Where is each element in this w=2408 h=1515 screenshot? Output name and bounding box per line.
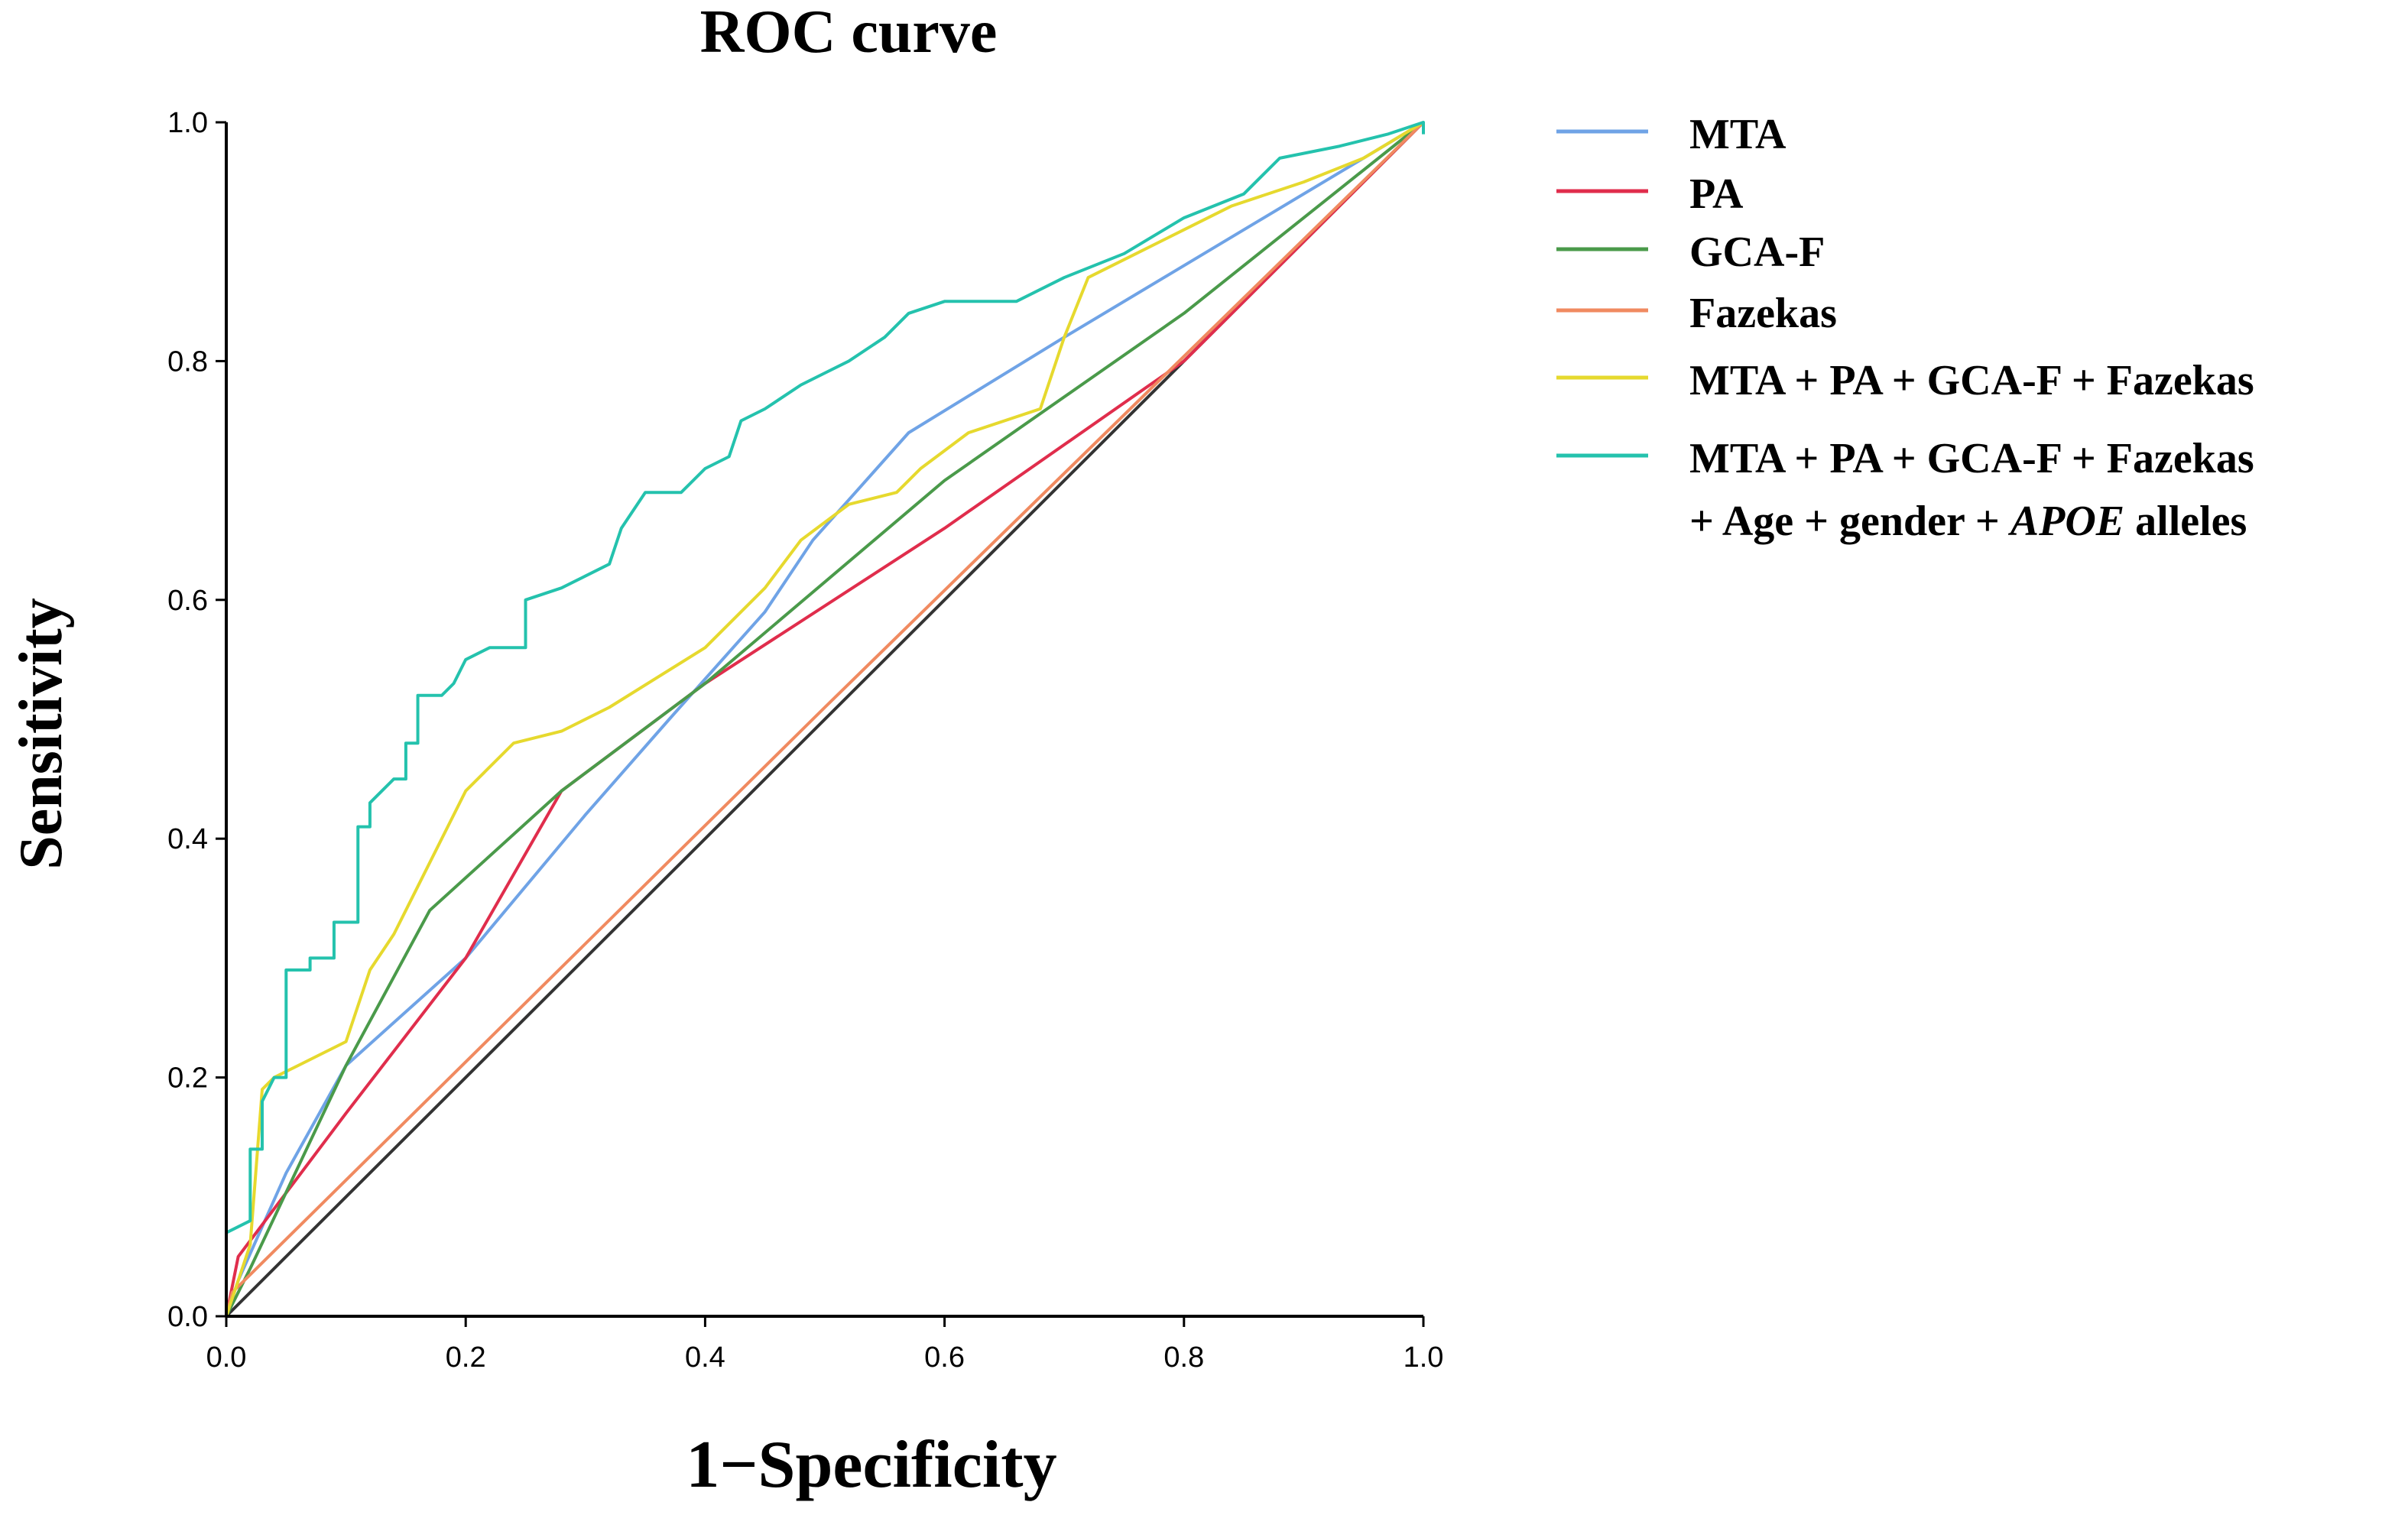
- x-tick-label: 1.0: [1404, 1341, 1444, 1374]
- y-tick-label: 0.0: [167, 1301, 208, 1333]
- legend-label-6-line-2: + Age + gender + APOE alleles: [1689, 498, 2247, 545]
- legend: MTA PA GCA-F Fazekas MTA + PA + GCA-F + Faze…: [1556, 111, 2254, 545]
- legend-label-3-line-1: GCA-F: [1689, 229, 1825, 276]
- legend-label-6-line-1: MTA + PA + GCA-F + Fazekas: [1689, 435, 2254, 482]
- legend-label-1-line-1: MTA: [1689, 111, 1787, 158]
- y-axis-label: Sensitivity: [8, 598, 75, 870]
- series-layer: [225, 121, 1425, 1317]
- y-tick-label: 0.4: [167, 823, 208, 855]
- legend-label-2-line-1: PA: [1689, 170, 1744, 218]
- y-tick-label: 0.6: [167, 585, 208, 617]
- chart-title: ROC curve: [700, 0, 998, 66]
- y-tick-label: 0.8: [167, 345, 208, 378]
- y-tick-label: 0.2: [167, 1062, 208, 1095]
- x-axis-ticks: 0.0 0.2 0.4 0.6 0.8 1.0: [206, 1316, 1444, 1374]
- series-line-5: [225, 121, 1425, 1317]
- x-tick-label: 0.0: [206, 1341, 247, 1374]
- y-axis-ticks: 0.0 0.2 0.4 0.6 0.8 1.0: [167, 107, 226, 1333]
- y-tick-label: 1.0: [167, 107, 208, 139]
- x-tick-label: 0.6: [924, 1341, 965, 1374]
- series-line-6: [225, 121, 1425, 1316]
- x-axis-label: 1−Specificity: [686, 1428, 1056, 1502]
- legend-label-5-line-1: MTA + PA + GCA-F + Fazekas: [1689, 357, 2254, 404]
- series-line-3: [225, 121, 1425, 1317]
- x-tick-label: 0.2: [446, 1341, 486, 1374]
- x-tick-label: 0.8: [1163, 1341, 1204, 1374]
- legend-label-4-line-1: Fazekas: [1689, 290, 1837, 337]
- x-tick-label: 0.4: [685, 1341, 725, 1374]
